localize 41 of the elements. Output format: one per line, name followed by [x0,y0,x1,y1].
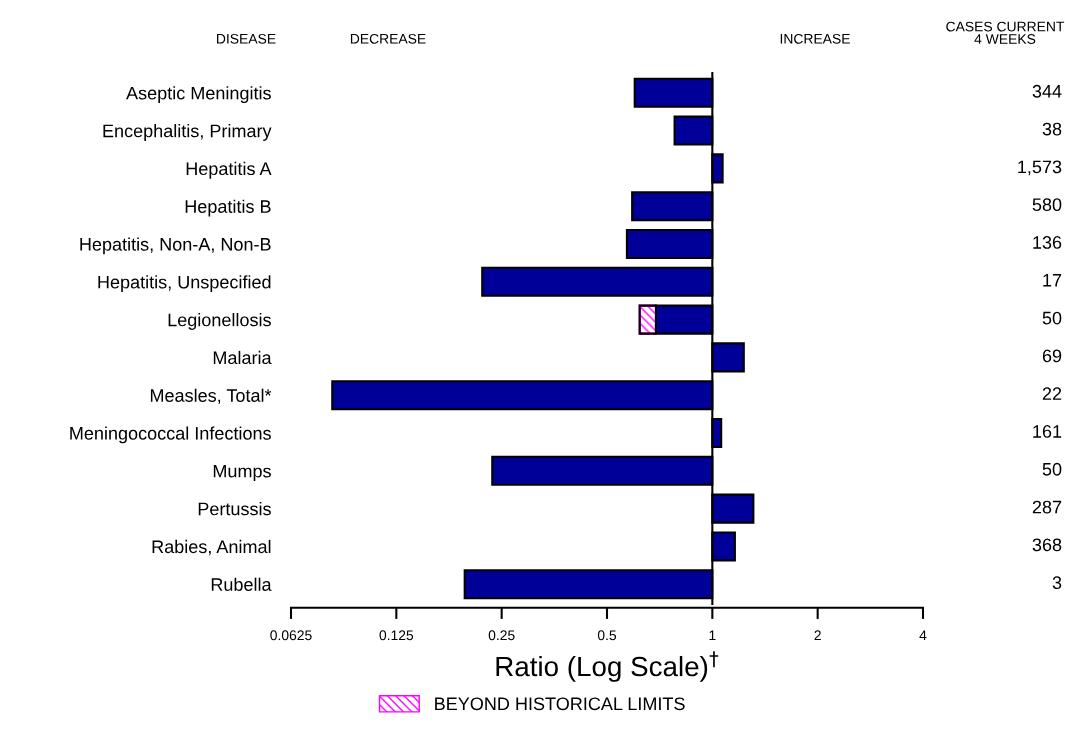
x-tick-label: 0.25 [488,630,515,641]
y-tick-label: Meningococcal Infections [70,426,271,444]
text: 136 [1033,236,1062,249]
x-tick-label: 0.125 [379,630,414,641]
x-tick-label: 0.5 [597,630,617,641]
x-tick-label: 2 [814,630,821,641]
text: INCREASE [780,33,850,44]
y-tick-label: Aseptic Meningitis [126,86,271,104]
text: 22 [1042,387,1062,400]
x-tick-label: 0.0625 [270,630,312,641]
y-tick-label: Malaria [213,350,272,365]
y-tick-label: Legionellosis [168,313,271,330]
text: 580 [1032,198,1062,212]
text: 50 [1042,311,1062,325]
x-tick-label: 4 [919,630,927,641]
legend-label: BEYOND HISTORICAL LIMITS [435,697,685,711]
x-tick-label: 1 [709,630,716,641]
y-tick-label: Hepatitis A [186,161,272,179]
text: 69 [1042,349,1062,363]
y-tick-label: Mumps [213,464,271,482]
text: CASES CURRENT 4 WEEKS [946,21,1065,44]
y-tick-label: Hepatitis, Non-A, Non-B [80,237,271,255]
text: 38 [1042,122,1062,136]
y-tick-label: Rabies, Animal [152,539,271,556]
text: 3 [1052,576,1062,590]
y-axis-title: DISEASE [217,33,276,44]
x-axis-title: Ratio (Log Scale)$^{†}$ [496,651,719,682]
text: 368 [1032,538,1062,552]
y-tick-label: Measles, Total* [150,388,272,405]
y-tick-label: Hepatitis, Unspecified [98,275,271,293]
y-tick-label: Pertussis [198,502,271,516]
y-tick-label: Encephalitis, Primary [103,124,272,141]
text: DECREASE [350,33,426,44]
y-tick-label: Rubella [211,577,272,591]
text: 344 [1032,84,1062,98]
text: 161 [1033,425,1062,438]
text: 50 [1042,462,1062,476]
y-tick-label: Hepatitis B [185,199,271,217]
text: 17 [1043,274,1062,287]
text: 287 [1032,500,1062,514]
text: 1,573 [1018,160,1062,176]
